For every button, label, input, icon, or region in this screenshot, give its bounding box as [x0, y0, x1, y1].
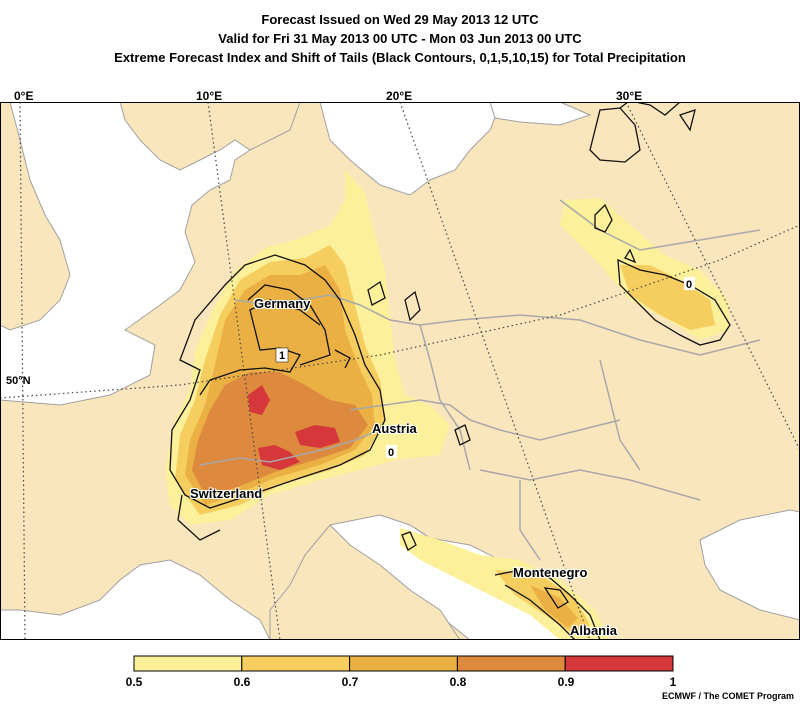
land-scandinavia	[119, 102, 301, 171]
efi-shading	[165, 170, 730, 640]
lon-label-20: 20°E	[386, 89, 413, 103]
land-italy	[269, 524, 461, 640]
lon-label-30: 30°E	[616, 89, 643, 103]
colorbar-swatch-4	[456, 655, 566, 672]
contour-labels: 1 0 0	[275, 277, 695, 459]
colorbar-tick-0.6: 0.6	[233, 675, 251, 689]
colorbar	[133, 655, 674, 672]
colorbar-swatch-1	[133, 655, 243, 672]
title-line-1: Forecast Issued on Wed 29 May 2013 12 UT…	[261, 12, 539, 27]
colorbar-tick-1: 1	[669, 675, 677, 689]
place-albania: Albania	[570, 623, 617, 638]
colorbar-swatch-5	[564, 655, 674, 672]
place-austria: Austria	[372, 421, 417, 436]
efi-0.8-band	[192, 372, 368, 495]
lon-label-10: 10°E	[196, 89, 223, 103]
colorbar-swatch-3	[349, 655, 458, 672]
efi-0.9-a	[248, 385, 270, 415]
title-line-3: Extreme Forecast Index and Shift of Tail…	[114, 50, 686, 65]
colorbar-tick-0.9: 0.9	[557, 675, 575, 689]
place-montenegro: Montenegro	[513, 565, 588, 580]
colorbar-tick-0.7: 0.7	[341, 675, 359, 689]
place-switzerland: Switzerland	[190, 486, 263, 501]
efi-0.9-c	[258, 445, 300, 470]
efi-0.7-balkan	[530, 585, 578, 628]
graticule	[0, 102, 800, 640]
black-sea	[699, 509, 800, 621]
lat-label-50: 50°N	[6, 375, 31, 387]
colorbar-tick-0.8: 0.8	[449, 675, 467, 689]
colorbar-tick-0.5: 0.5	[125, 675, 143, 689]
contour-label-0-austria: 0	[388, 447, 394, 459]
place-germany: Germany	[254, 296, 311, 311]
efi-0.9-b	[295, 425, 340, 448]
contour-label-1: 1	[279, 350, 285, 362]
colorbar-swatch-2	[241, 655, 351, 672]
gulf-of-finland	[489, 102, 592, 126]
credit-text: ECMWF / The COMET Program	[661, 691, 794, 701]
contour-label-0-east: 0	[686, 279, 692, 291]
title-line-2: Valid for Fri 31 May 2013 00 UTC - Mon 0…	[218, 31, 582, 46]
efi-0.6-east	[620, 265, 715, 330]
land-britain	[0, 102, 71, 331]
lon-label-0: 0°E	[14, 89, 34, 103]
